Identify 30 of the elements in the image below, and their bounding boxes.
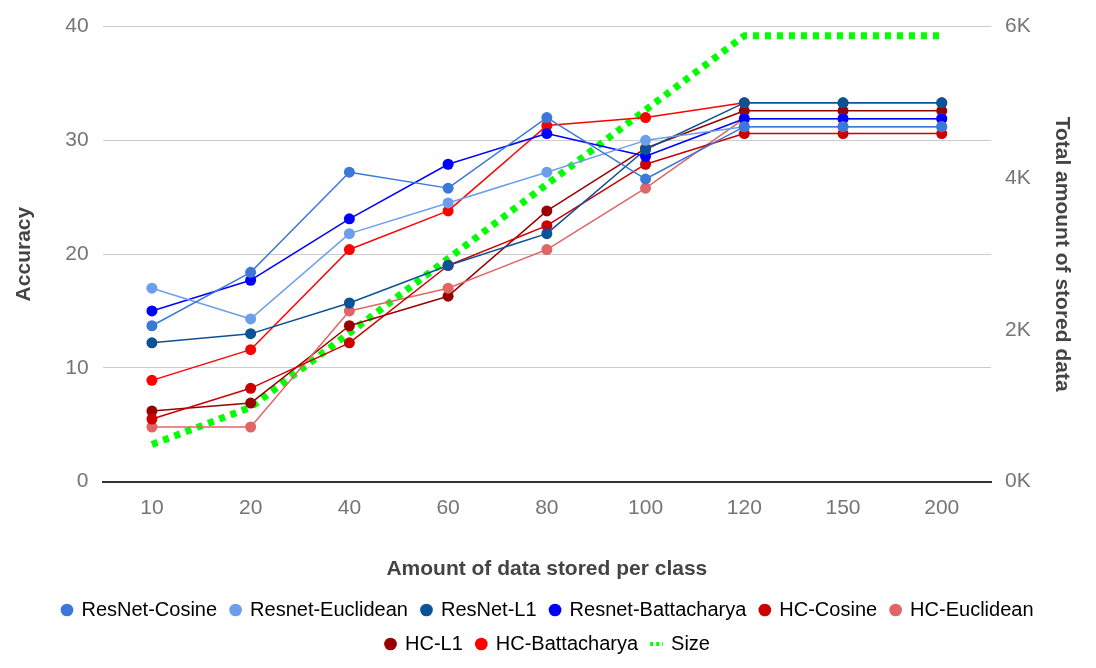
x-tick-label: 10: [140, 495, 164, 518]
legend-label: HC-Euclidean: [910, 597, 1034, 620]
y2-tick-label: 2K: [1005, 316, 1031, 340]
y-tick-label: 40: [65, 13, 89, 37]
x-tick-label: 40: [337, 495, 362, 518]
x-tick-label: 80: [535, 495, 559, 518]
y-tick-label: 10: [65, 354, 89, 378]
legend-label: ResNet-Cosine: [81, 597, 218, 620]
legend-label: HC-Cosine: [779, 597, 878, 620]
x-axis-title: Amount of data stored per class: [386, 556, 708, 580]
y2-tick-label: 0K: [1005, 468, 1031, 492]
y-tick-label: 0: [76, 468, 89, 492]
x-tick-label: 20: [238, 495, 263, 518]
y2-tick-label: 4K: [1005, 165, 1031, 189]
x-tick-label: 150: [825, 495, 861, 518]
legend-label: Size: [671, 631, 710, 654]
x-tick-label: 120: [726, 495, 762, 518]
y-axis-title: Accuracy: [11, 206, 35, 302]
legend-label: HC-Battacharya: [495, 631, 639, 654]
legend-label: Resnet-Euclidean: [250, 597, 408, 620]
x-tick-label: 60: [436, 495, 460, 518]
y-tick-label: 30: [65, 127, 89, 151]
legend-label: HC-L1: [405, 631, 463, 654]
legend-label: Resnet-Battacharya: [569, 597, 748, 620]
y2-axis-title: Total amount of stored data: [1051, 116, 1075, 392]
y-tick-label: 20: [65, 240, 89, 264]
y2-tick-label: 6K: [1005, 13, 1031, 37]
x-tick-label: 200: [924, 495, 960, 518]
x-tick-label: 100: [628, 495, 664, 518]
legend-label: ResNet-L1: [440, 597, 537, 620]
